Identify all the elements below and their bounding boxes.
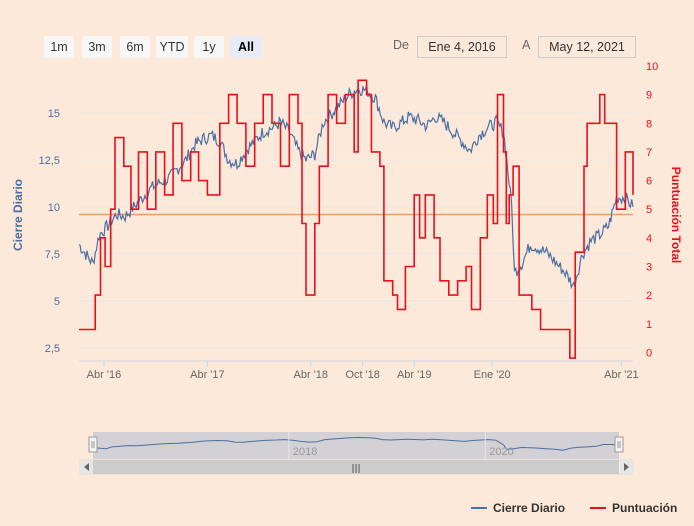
range-button-1m[interactable]: 1m (44, 36, 74, 58)
y-axis-right-ticks: 0 1 2 3 4 5 6 7 8 9 10 (646, 61, 658, 359)
y-right-tick-label: 7 (646, 147, 652, 159)
series-cierre-diario-line (78, 85, 634, 290)
y-right-tick-label: 8 (646, 118, 652, 130)
y-left-tick-label: 7,5 (45, 249, 60, 261)
scrollbar-grip-icon: ||| (351, 464, 360, 474)
grid-lines (79, 112, 633, 349)
series-area (78, 79, 634, 359)
range-to-input[interactable]: May 12, 2021 (538, 36, 636, 58)
range-to-label: A (522, 38, 531, 52)
series-puntuacion-line (79, 79, 634, 359)
navigator-tick-label: 2018 (293, 446, 317, 458)
navigator-ticks: 2018 2020 (288, 432, 514, 459)
navigator-tick-label: 2020 (489, 446, 513, 458)
x-tick-label: Abr '18 (294, 369, 329, 381)
navigator[interactable]: 2018 2020 ||| (79, 432, 634, 475)
x-tick-label: Ene '20 (474, 369, 511, 381)
svg-text:Cierre Diario: Cierre Diario (493, 501, 565, 515)
range-button-6m[interactable]: 6m (120, 36, 150, 58)
x-tick-label: Abr '17 (190, 369, 225, 381)
y-right-tick-label: 10 (646, 61, 658, 73)
navigator-handle-left[interactable] (88, 436, 98, 453)
legend: Cierre Diario Puntuación (471, 501, 677, 515)
x-tick-label: Abr '21 (604, 369, 639, 381)
y-left-tick-label: 10 (48, 202, 60, 214)
legend-item-cierre[interactable]: Cierre Diario (471, 501, 565, 515)
y-axis-left-ticks: 2,5 5 7,5 10 12,5 15 (39, 108, 60, 355)
x-tick-label: Abr '16 (87, 369, 122, 381)
x-tick-label: Abr '19 (397, 369, 432, 381)
y-right-tick-label: 0 (646, 347, 652, 359)
y-left-tick-label: 5 (54, 296, 60, 308)
navigator-mask[interactable] (93, 432, 619, 459)
range-from-label: De (393, 38, 409, 52)
y-axis-right-title: Puntuación Total (669, 167, 683, 263)
y-right-tick-label: 5 (646, 204, 652, 216)
navigator-handle-right[interactable] (614, 436, 624, 453)
range-from-input[interactable]: Ene 4, 2016 (417, 36, 507, 58)
scrollbar-thumb[interactable] (93, 460, 619, 474)
y-right-tick-label: 3 (646, 261, 652, 273)
y-left-tick-label: 15 (48, 108, 60, 120)
svg-text:Puntuación: Puntuación (612, 501, 677, 515)
y-axis-left-title: Cierre Diario (11, 179, 25, 251)
scrollbar-right-arrow-icon[interactable] (620, 460, 633, 474)
range-button-1y[interactable]: 1y (194, 36, 224, 58)
navigator-series-line (92, 436, 620, 451)
y-left-tick-label: 12,5 (39, 155, 60, 167)
y-right-tick-label: 6 (646, 176, 652, 188)
x-tick-label: Oct '18 (345, 369, 380, 381)
y-left-tick-label: 2,5 (45, 343, 60, 355)
scrollbar-left-arrow-icon[interactable] (80, 460, 93, 474)
y-right-tick-label: 2 (646, 290, 652, 302)
y-right-tick-label: 4 (646, 233, 652, 245)
range-button-ytd[interactable]: YTD (156, 36, 188, 58)
legend-item-puntuacion[interactable]: Puntuación (590, 501, 677, 515)
range-button-3m[interactable]: 3m (82, 36, 112, 58)
x-axis-ticks: Abr '16 Abr '17 Abr '18 Oct '18 Abr '19 Ene '… (87, 361, 639, 381)
range-button-all[interactable]: All (230, 36, 262, 58)
y-right-tick-label: 1 (646, 319, 652, 331)
y-right-tick-label: 9 (646, 90, 652, 102)
